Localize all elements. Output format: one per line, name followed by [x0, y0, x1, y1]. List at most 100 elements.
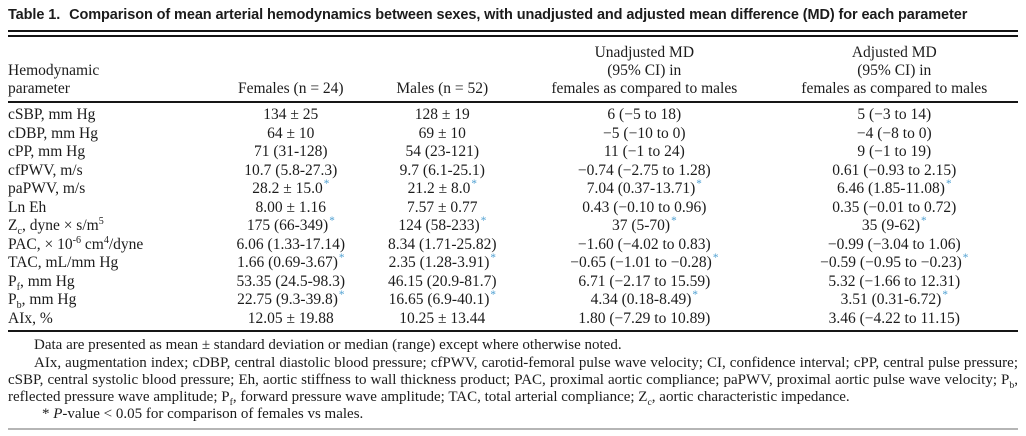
cell-value: 6.71 (−2.17 to 15.59): [578, 272, 711, 290]
text-fragment: Z: [8, 217, 18, 235]
cell-value: 6.06 (1.33-17.14): [236, 235, 346, 253]
footnote-abbreviations: AIx, augmentation index; cDBP, central d…: [8, 354, 1018, 409]
text-fragment: c: [647, 397, 652, 409]
cell-value: 46.15 (20.9-81.7): [388, 272, 497, 290]
text-fragment: , reflected pressure wave amplitude; P: [8, 371, 1018, 406]
cell-value: 7.04 (0.37-13.71): [586, 180, 696, 198]
value-cell: −0.59 (−0.95 to −0.23)*: [771, 253, 1018, 273]
value-cell: 22.75 (9.3-39.8)*: [215, 289, 367, 310]
significance-star: *: [671, 215, 677, 228]
header-row: Hemodynamic parameter Females (n = 24) Mal…: [8, 37, 1018, 104]
table-row: Pb, mm Hg 22.75 (9.3-39.8)* 16.65 (6.9-40.…: [8, 289, 1018, 311]
text-fragment: P: [8, 291, 17, 309]
cell-value: −0.74 (−2.75 to 1.28): [577, 161, 711, 179]
cell-value: 0.61 (−0.93 to 2.15): [832, 161, 957, 179]
text-fragment: , forward pressure wave amplitude; TAC, …: [232, 389, 648, 406]
parameter-cell: Ln Eh: [8, 199, 215, 218]
table-row: cPP, mm Hg 71 (31-128) 54 (23-121) 11 (−1 t…: [8, 143, 1018, 162]
value-cell: 54 (23-121): [367, 143, 519, 162]
value-cell: 5 (−3 to 14): [771, 102, 1018, 125]
text-fragment: , mm Hg: [19, 272, 75, 290]
text-fragment: Data are presented as mean ± standard de…: [34, 337, 622, 354]
cell-value: 175 (66-349): [246, 217, 329, 235]
table-number: Table 1.: [8, 7, 61, 23]
text-fragment: cSBP, mm Hg: [8, 106, 96, 124]
parameter-cell: Pf, mm Hg: [8, 272, 215, 294]
table-row: cSBP, mm Hg 134 ± 25 128 ± 19 6 (−5 to 18) 5…: [8, 102, 1018, 125]
cell-value: 16.65 (6.9-40.1): [388, 291, 490, 309]
text-fragment: , aortic characteristic impedance.: [651, 389, 850, 406]
significance-star: *: [490, 252, 496, 265]
value-cell: 1.66 (0.69-3.67)*: [215, 252, 367, 273]
value-cell: 35 (9-62)*: [771, 215, 1018, 236]
value-cell: 9 (−1 to 19): [771, 143, 1018, 162]
column-header-adjusted-md: Adjusted MD (95% CI) in females as compa…: [770, 37, 1018, 104]
text-fragment: cm: [81, 235, 104, 253]
text-fragment: Ln Eh: [8, 198, 47, 216]
table-row: Zc, dyne × s/m5 175 (66-349)* 124 (58-233)…: [8, 215, 1018, 238]
cell-value: −0.99 (−3.04 to 1.06): [827, 235, 961, 253]
hemodynamics-table: Hemodynamic parameter Females (n = 24) Mal…: [8, 37, 1018, 332]
footnote-significance: * P-value < 0.05 for comparison of femal…: [8, 406, 1018, 423]
text-fragment: f: [16, 282, 20, 294]
value-cell: 71 (31-128): [215, 143, 367, 162]
cell-value: −5 (−10 to 0): [603, 124, 686, 142]
value-cell: 21.2 ± 8.0*: [367, 179, 519, 199]
parameter-cell: PAC, × 10-6 cm4/dyne: [8, 234, 215, 255]
parameter-cell: Zc, dyne × s/m5: [8, 217, 215, 238]
text-fragment: cfPWV, m/s: [8, 161, 83, 179]
cell-value: 10.25 ± 13.44: [399, 309, 486, 327]
value-cell: 10.7 (5.8-27.3): [215, 162, 367, 181]
cell-value: 0.35 (−0.01 to 0.72): [832, 198, 957, 216]
text-fragment: c: [17, 226, 22, 238]
value-cell: 8.34 (1.71-25.82): [367, 236, 519, 255]
text-fragment: cDBP, mm Hg: [8, 124, 98, 142]
value-cell: 10.25 ± 13.44: [367, 310, 519, 332]
value-cell: 134 ± 25: [215, 102, 367, 125]
cell-value: 124 (58-233): [398, 217, 480, 235]
value-cell: 3.46 (−4.22 to 11.15): [771, 310, 1018, 332]
cell-value: −4 (−8 to 0): [856, 124, 932, 142]
cell-value: 11 (−1 to 24): [603, 143, 685, 161]
significance-star: *: [921, 215, 927, 228]
significance-star: *: [338, 289, 345, 302]
column-header-parameter: Hemodynamic parameter: [8, 37, 216, 104]
value-cell: 6.46 (1.85-11.08)*: [771, 178, 1018, 199]
significance-star: *: [712, 252, 719, 265]
cell-value: 134 ± 25: [263, 106, 319, 124]
parameter-cell: cDBP, mm Hg: [8, 125, 215, 144]
column-header-females: Females (n = 24): [215, 37, 367, 104]
column-header-unadjusted-md: Unadjusted MD (95% CI) in females as com…: [518, 37, 771, 104]
table-caption: Comparison of mean arterial hemodynamics…: [69, 7, 968, 23]
cell-value: 22.75 (9.3-39.8): [237, 291, 338, 309]
parameter-cell: TAC, mL/mm Hg: [8, 254, 215, 273]
footnote-data-presentation: Data are presented as mean ± standard de…: [8, 337, 1018, 354]
cell-value: 9.7 (6.1-25.1): [399, 161, 485, 179]
value-cell: 53.35 (24.5-98.3): [215, 273, 367, 292]
text-fragment: AIx, augmentation index; cDBP, central d…: [8, 354, 1018, 388]
table-row: TAC, mL/mm Hg 1.66 (0.69-3.67)* 2.35 (1.28…: [8, 252, 1018, 273]
value-cell: −0.74 (−2.75 to 1.28): [518, 162, 771, 181]
significance-star: *: [480, 215, 487, 228]
text-fragment: -6: [72, 234, 81, 246]
cell-value: 10.7 (5.8-27.3): [244, 161, 338, 179]
table-header: Hemodynamic parameter Females (n = 24) Mal…: [8, 37, 1018, 104]
text-fragment: P: [53, 406, 63, 423]
cell-value: −0.65 (−1.01 to −0.28): [570, 254, 712, 272]
table-row: Pf, mm Hg 53.35 (24.5-98.3) 46.15 (20.9-81…: [8, 272, 1018, 294]
value-cell: 6 (−5 to 18): [518, 102, 771, 125]
value-cell: 11 (−1 to 24): [518, 143, 771, 162]
cell-value: 1.66 (0.69-3.67): [237, 254, 338, 272]
significance-star: *: [945, 178, 952, 191]
significance-star: *: [338, 252, 345, 265]
cell-value: 3.46 (−4.22 to 11.15): [828, 309, 960, 327]
value-cell: 4.34 (0.18-8.49)*: [518, 290, 771, 310]
text-fragment: f: [229, 397, 233, 409]
cell-value: 71 (31-128): [253, 143, 328, 161]
value-cell: −4 (−8 to 0): [771, 125, 1018, 144]
value-cell: 3.51 (0.31-6.72)*: [771, 290, 1018, 310]
parameter-cell: paPWV, m/s: [8, 180, 215, 199]
text-fragment: cPP, mm Hg: [8, 143, 86, 161]
cell-value: −0.59 (−0.95 to −0.23): [820, 254, 962, 272]
parameter-cell: cfPWV, m/s: [8, 162, 215, 181]
